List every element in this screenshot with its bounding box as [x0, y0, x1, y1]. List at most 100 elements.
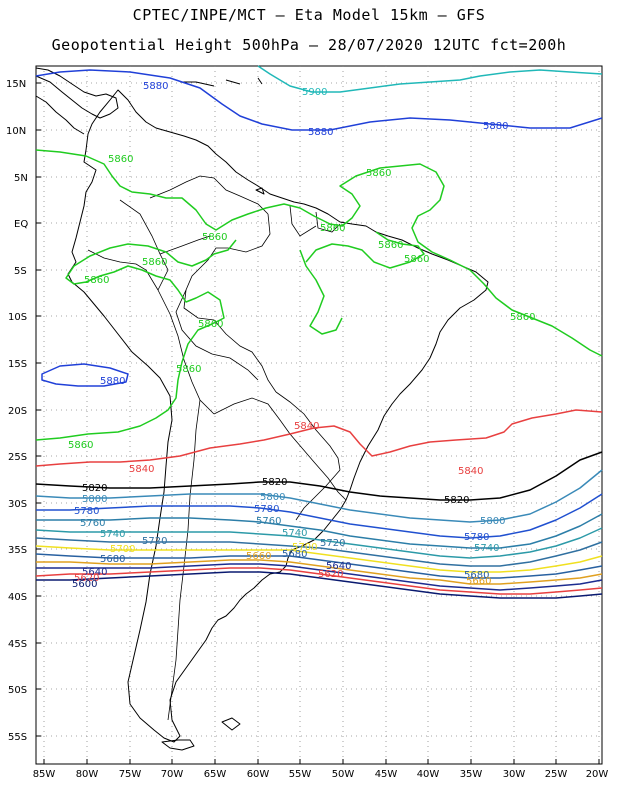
contour-label: 5680: [282, 549, 307, 560]
contour-5860-inner: [305, 231, 425, 269]
contour-5680: [35, 553, 603, 579]
caribbean-islands: [180, 77, 263, 87]
contour-5840: [35, 409, 603, 467]
lon-label: 85W: [33, 769, 56, 780]
contour-5880-closed: [41, 363, 129, 387]
contour-label: 5860: [320, 223, 345, 234]
lon-label: 30W: [503, 769, 526, 780]
lon-label: 75W: [119, 769, 142, 780]
contour-label: 5740: [282, 528, 307, 539]
lat-label: 35S: [8, 545, 27, 556]
contour-label: 5880: [308, 127, 333, 138]
lat-label: 5S: [14, 266, 27, 277]
contour-5640: [36, 563, 603, 591]
central-america-coast: [35, 67, 119, 119]
latitude-labels: 15N 10N 5N EQ 5S 10S 15S 20S 25S 30S 35S…: [6, 79, 28, 743]
contour-label: 5800: [82, 494, 107, 505]
contour-5860-main: [35, 149, 603, 357]
contour-label: 5900: [302, 87, 327, 98]
lon-label: 50W: [332, 769, 355, 780]
contour-label: 5840: [458, 466, 483, 477]
contour-lines: [35, 65, 603, 599]
map-title-line-1: CPTEC/INPE/MCT – Eta Model 15km – GFS: [132, 6, 486, 24]
contour-5660: [36, 559, 603, 585]
contour-label: 5840: [294, 421, 319, 432]
lat-label: 10N: [6, 126, 26, 137]
contour-label: 5880: [483, 121, 508, 132]
lat-label: 20S: [8, 406, 27, 417]
lon-label: 45W: [375, 769, 398, 780]
lat-label: 50S: [8, 685, 27, 696]
contour-label: 5660: [246, 551, 271, 562]
contour-label: 5860: [142, 257, 167, 268]
contour-label: 5740: [100, 529, 125, 540]
contour-5740: [35, 527, 603, 559]
contour-label: 5680: [464, 570, 489, 581]
contour-label: 5720: [142, 536, 167, 547]
central-america-pacific: [35, 95, 85, 135]
contour-5800: [35, 469, 603, 523]
contour-label: 5620: [74, 573, 99, 584]
map-title-line-2: Geopotential Height 500hPa – 28/07/2020 …: [51, 36, 567, 54]
country-borders: [87, 175, 347, 721]
lon-label: 80W: [76, 769, 99, 780]
contour-label: 5860: [108, 154, 133, 165]
contour-5600: [36, 571, 603, 599]
lon-label: 40W: [417, 769, 440, 780]
lat-label: 40S: [8, 592, 27, 603]
contour-label: 5880: [100, 376, 125, 387]
longitude-labels: 85W 80W 75W 70W 65W 60W 55W 50W 45W 40W …: [33, 769, 609, 780]
contour-label: 5860: [176, 364, 201, 375]
contour-label: 5860: [510, 312, 535, 323]
lat-label: 55S: [8, 732, 27, 743]
contour-label: 5660: [466, 576, 491, 587]
contour-label: 5700: [110, 544, 135, 555]
lat-label: 45S: [8, 639, 27, 650]
lon-label: 55W: [289, 769, 312, 780]
contour-5820: [35, 451, 603, 501]
contour-5620: [35, 567, 603, 595]
contour-label: 5820: [262, 477, 287, 488]
contour-label: 5780: [464, 532, 489, 543]
contour-label: 5840: [129, 464, 154, 475]
contour-label: 5880: [143, 81, 168, 92]
contour-labels: 5880 5900 5880 5880 5860 5860 5860 5860 …: [68, 81, 535, 590]
contour-label: 5640: [326, 561, 351, 572]
falkland-islands: [221, 717, 241, 731]
contour-label: 5820: [82, 483, 107, 494]
lat-label: 15N: [6, 79, 26, 90]
contour-label: 5860: [84, 275, 109, 286]
trinidad: [255, 187, 265, 195]
contour-label: 5680: [100, 554, 125, 565]
contour-label: 5780: [254, 504, 279, 515]
contour-label: 5860: [366, 168, 391, 179]
contour-label: 5860: [198, 319, 223, 330]
contour-label: 5760: [256, 516, 281, 527]
lat-label: 5N: [14, 173, 28, 184]
lat-label: 30S: [8, 499, 27, 510]
contour-label: 5860: [68, 440, 93, 451]
map-frame: [35, 65, 603, 765]
contour-5900: [257, 65, 603, 93]
lat-label: EQ: [14, 219, 28, 230]
graticule: [36, 66, 602, 764]
contour-label: 5700: [292, 542, 317, 553]
contour-5860-inner2: [299, 249, 343, 335]
contour-label: 5860: [202, 232, 227, 243]
contour-5760: [36, 513, 603, 549]
contour-label: 5640: [82, 567, 107, 578]
lon-label: 20W: [586, 769, 609, 780]
contour-5860-west: [35, 239, 237, 441]
tierra-del-fuego: [161, 739, 195, 751]
contour-label: 5860: [404, 254, 429, 265]
contour-label: 5760: [80, 518, 105, 529]
lon-label: 60W: [247, 769, 270, 780]
contour-label: 5600: [72, 579, 97, 590]
contour-5700: [35, 545, 603, 573]
contour-label: 5620: [318, 569, 343, 580]
axis-ticks: [36, 82, 600, 764]
lon-label: 25W: [545, 769, 568, 780]
lon-label: 70W: [161, 769, 184, 780]
contour-label: 5820: [444, 495, 469, 506]
